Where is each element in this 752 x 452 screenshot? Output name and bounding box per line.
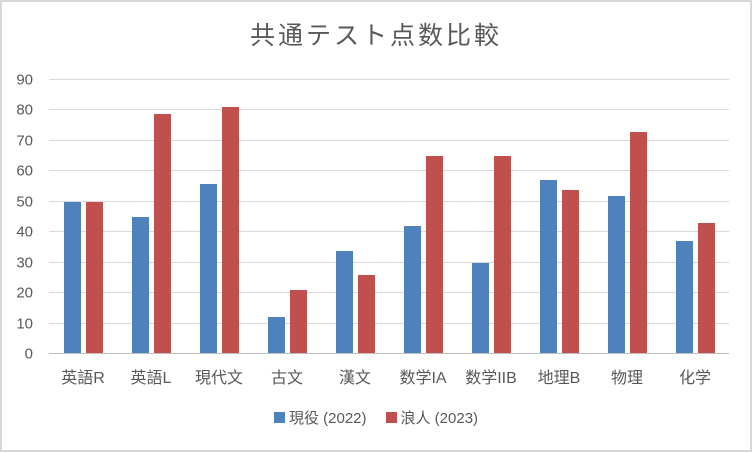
legend-swatch-icon [273, 411, 285, 423]
y-tick-label: 20 [16, 284, 33, 302]
gridline [49, 200, 729, 202]
x-axis-line [49, 353, 729, 354]
legend-item-series2: 浪人 (2023) [385, 407, 479, 428]
gridline [49, 170, 729, 172]
legend-swatch-icon [385, 411, 397, 423]
bar-series1 [403, 226, 421, 353]
x-category-label: 地理B [537, 370, 581, 387]
bar-series2 [85, 201, 103, 353]
x-category-label: 漢文 [338, 370, 371, 387]
bar-series1 [199, 183, 217, 353]
bar-series2 [153, 113, 171, 353]
y-tick-label: 10 [16, 315, 33, 333]
legend: 現役 (2022) 浪人 (2023) [2, 407, 750, 427]
y-tick-label: 30 [16, 254, 33, 272]
gridline [49, 292, 729, 294]
x-axis-labels: 英語R 英語L 現代文 古文 漢文 数学IA 数学IIB 地理B 物理 化学 [49, 369, 729, 389]
gridline [49, 139, 729, 141]
gridline [49, 109, 729, 111]
legend-label: 現役 (2022) [288, 409, 367, 427]
bar-series1 [607, 195, 625, 353]
x-category-label: 物理 [610, 370, 643, 387]
y-tick-label: 40 [16, 223, 33, 241]
y-tick-label: 60 [16, 162, 33, 180]
x-category-label: 現代文 [194, 370, 243, 387]
bar-series2 [357, 274, 375, 353]
x-category-label: 化学 [678, 370, 711, 387]
bar-series1 [131, 217, 149, 353]
plot-area [49, 79, 729, 354]
bar-series1 [471, 262, 489, 353]
bar-series1 [539, 180, 557, 353]
bar-series2 [289, 290, 307, 353]
bar-series2 [425, 156, 443, 353]
bar-series1 [267, 317, 285, 353]
y-tick-label: 50 [16, 193, 33, 211]
y-tick-label: 70 [16, 132, 33, 150]
gridline [49, 231, 729, 233]
legend-label: 浪人 (2023) [400, 409, 479, 427]
x-category-label: 数学IA [399, 370, 447, 387]
bar-series2 [697, 223, 715, 353]
gridline [49, 322, 729, 324]
y-tick-label: 0 [24, 345, 33, 363]
chart-title: 共通テスト点数比較 [249, 22, 502, 50]
x-category-label: 古文 [270, 370, 303, 387]
legend-item-series1: 現役 (2022) [273, 407, 367, 428]
bar-series2 [629, 131, 647, 353]
y-tick-label: 80 [16, 101, 33, 119]
y-tick-label: 90 [16, 71, 33, 89]
bar-series1 [63, 201, 81, 353]
gridline [49, 79, 729, 80]
y-axis-labels: 0 10 20 30 40 50 60 70 80 90 [2, 72, 33, 363]
bar-series2 [561, 189, 579, 353]
x-category-label: 数学IIB [465, 370, 517, 387]
bar-series1 [335, 250, 353, 353]
bar-series2 [221, 107, 239, 353]
gridline [49, 261, 729, 263]
x-category-label: 英語L [130, 370, 172, 387]
bar-series2 [493, 156, 511, 353]
x-category-label: 英語R [61, 370, 105, 387]
bar-series1 [675, 241, 693, 353]
